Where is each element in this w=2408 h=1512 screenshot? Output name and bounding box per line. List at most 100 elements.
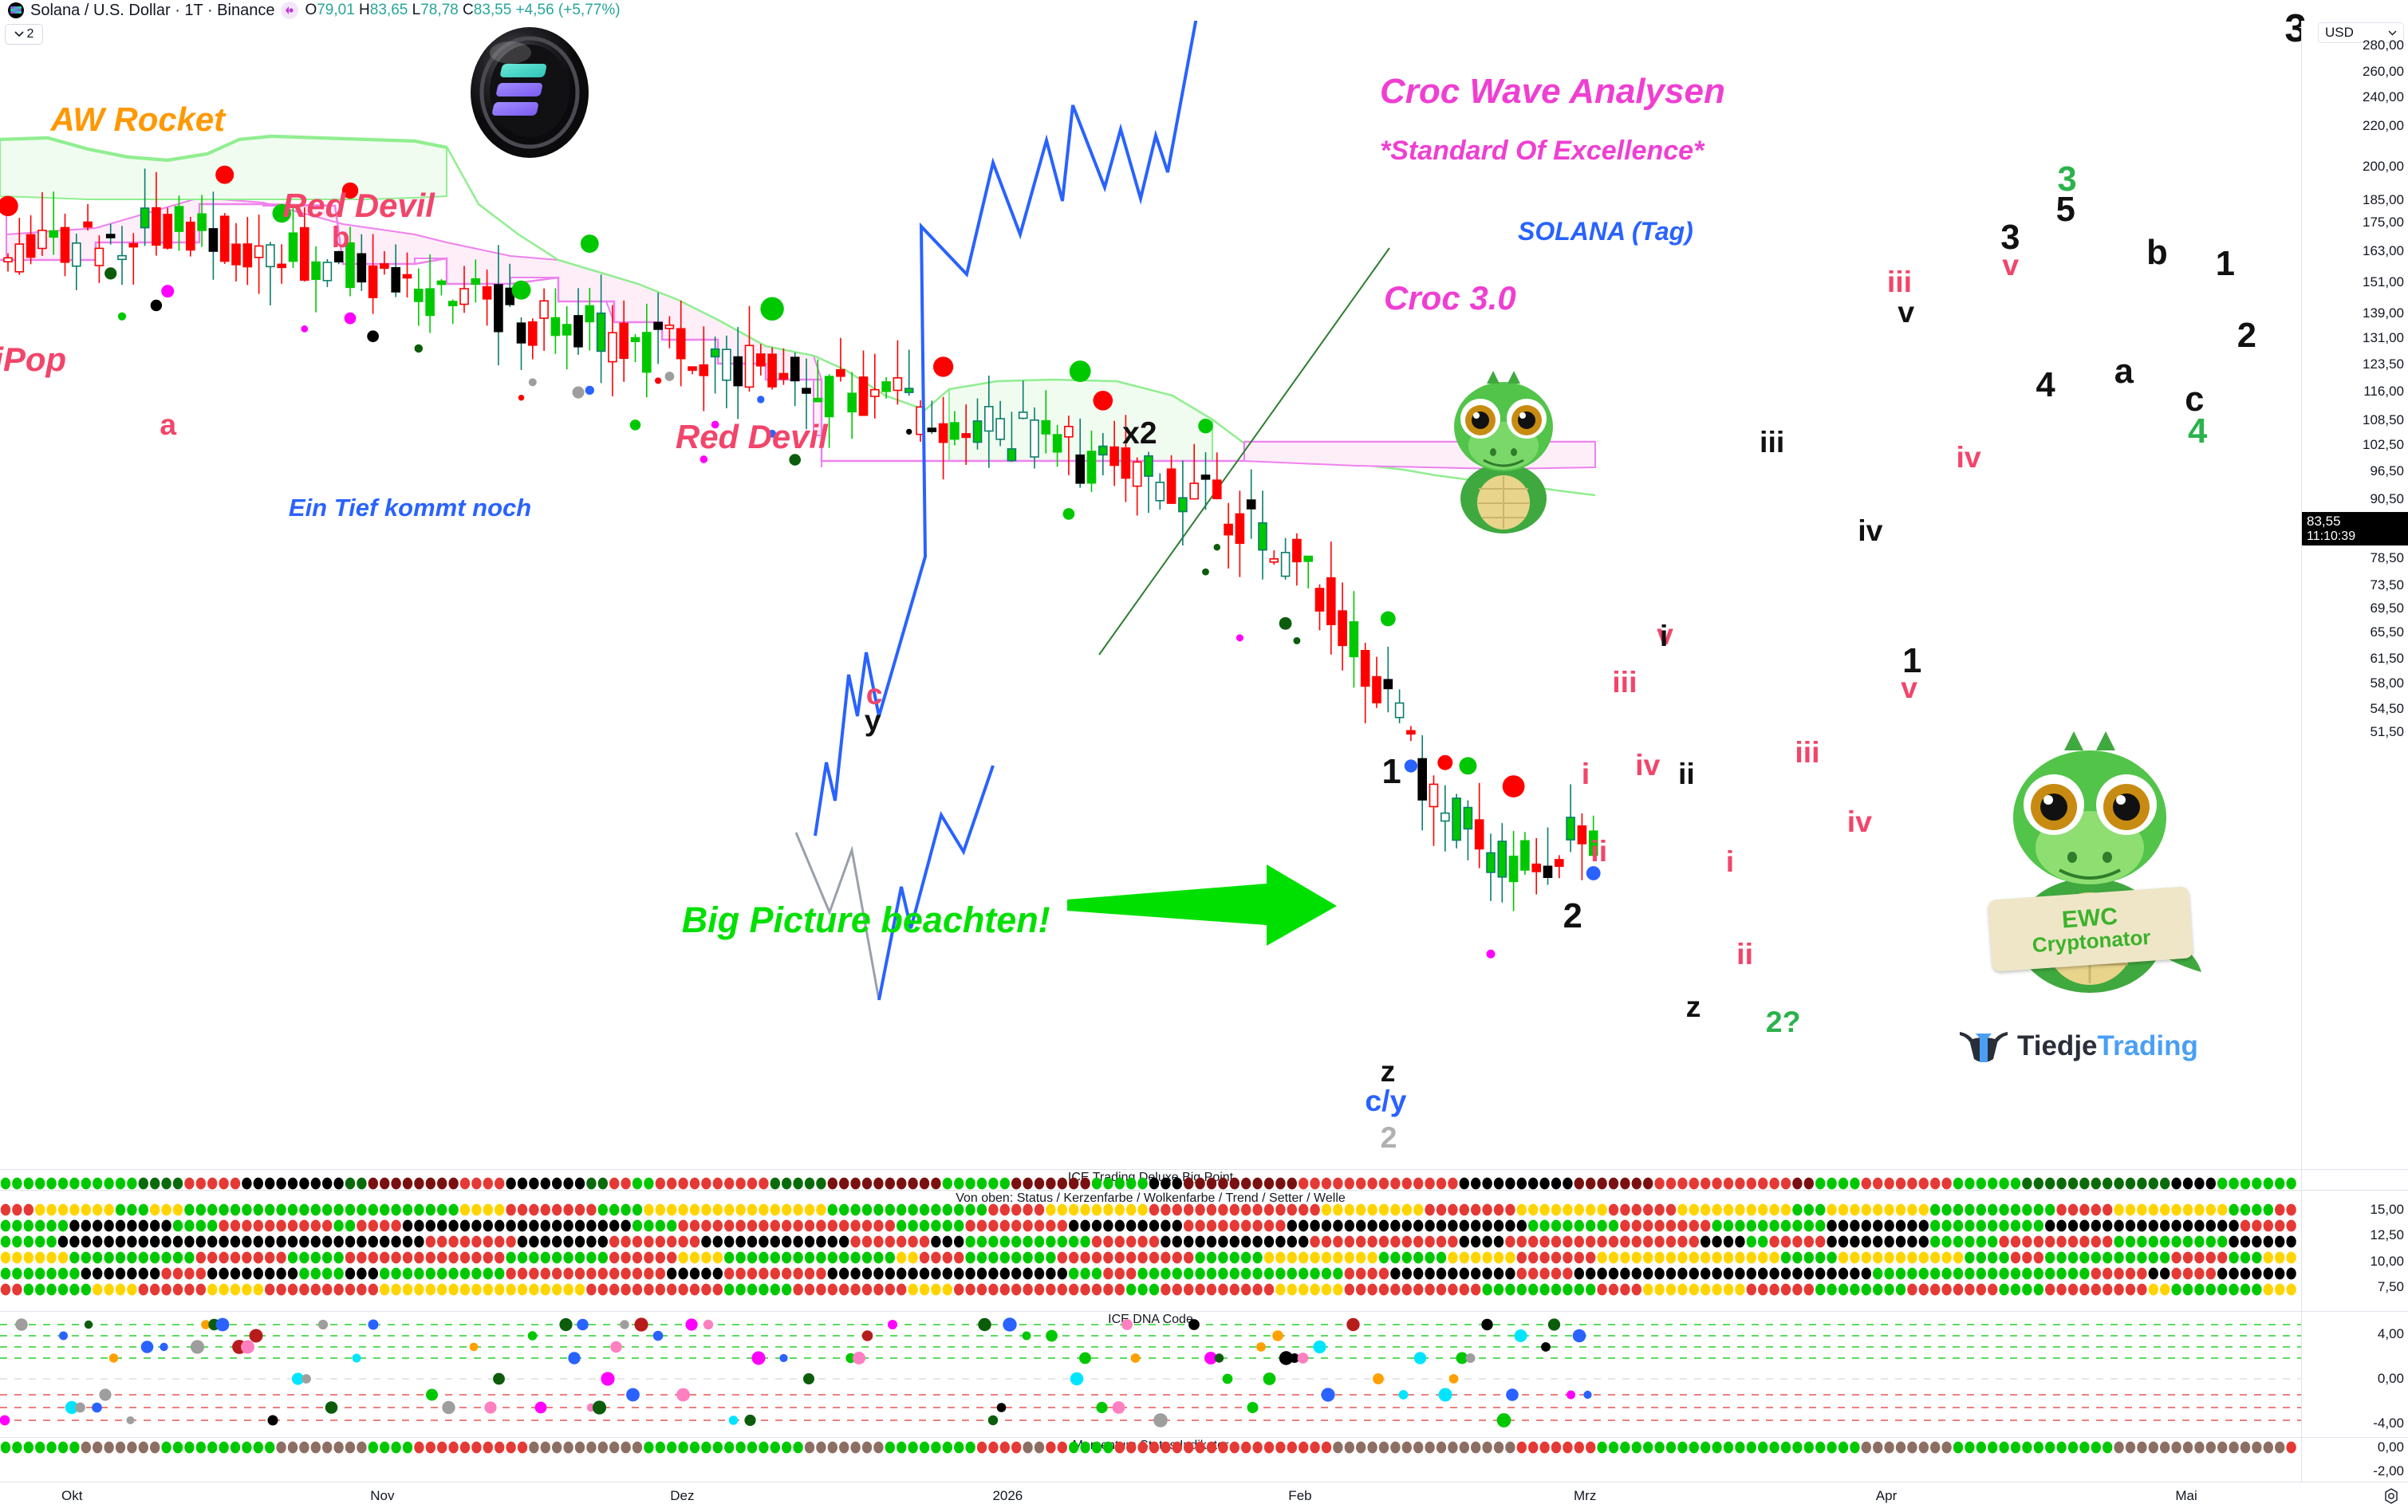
indicator-tick: -4,00	[2373, 1416, 2404, 1431]
wave-ii-red-a: ii	[1590, 833, 1608, 868]
timezone-gear-icon[interactable]	[2382, 1487, 2400, 1505]
price-tick: 175,00	[2363, 215, 2404, 230]
indicator-tick: 0,00	[2377, 1371, 2404, 1386]
price-tick: 116,00	[2363, 384, 2404, 399]
wave-z-proj: z	[1685, 989, 1701, 1023]
bull-head-icon	[1960, 1032, 2008, 1062]
price-tick: 78,50	[2370, 550, 2404, 565]
wave-iii-red-c: iii	[1886, 264, 1913, 298]
price-tick: 139,00	[2363, 305, 2404, 321]
price-tick: 108,50	[2363, 412, 2404, 427]
symbol-title[interactable]: Solana / U.S. Dollar · 1T · Binance	[30, 1, 275, 19]
indicator-tick: 12,50	[2370, 1227, 2404, 1242]
price-tick: 151,00	[2363, 274, 2404, 289]
price-tick: 69,50	[2370, 600, 2404, 616]
solana-coin-3d-icon	[466, 18, 593, 161]
close-label: C	[463, 2, 474, 18]
elliott-projection-main	[814, 21, 1198, 837]
legend-collapse-pill[interactable]: 2	[5, 24, 43, 45]
price-tick: 73,50	[2370, 577, 2404, 593]
time-axis[interactable]: Okt Nov Dez 2026 Feb Mrz Apr Mai	[0, 1482, 2408, 1512]
wave-i-black-a: i	[1659, 618, 1669, 652]
panel-von-oben-status[interactable]: Von oben: Status / Kerzenfarbe / Wolkenf…	[0, 1190, 2301, 1312]
main-title: Croc Wave Analysen	[1380, 72, 1725, 111]
wave-iii-black-c: iii	[1760, 424, 1785, 459]
low-label: L	[412, 2, 421, 18]
wave-4-green-d: 4	[2188, 412, 2208, 451]
panel-momentum-status-indikator[interactable]: Momentum Status Indikator	[0, 1437, 2301, 1482]
chevron-down-icon	[14, 31, 24, 37]
version-title: Croc 3.0	[1384, 279, 1516, 317]
low-value: 78,78	[420, 2, 459, 18]
wave-2-grey: 2	[1380, 1120, 1397, 1154]
price-tick: 240,00	[2363, 89, 2404, 104]
wave-5-black-d: 5	[2055, 191, 2075, 230]
price-axis[interactable]: USD 280,00 260,00 240,00 220,00 200,00 185,00…	[2301, 21, 2408, 1169]
price-tick: 260,00	[2363, 64, 2404, 79]
last-price-badge: 83,55 11:10:39	[2302, 512, 2408, 545]
annotation-layer: AW Rocket Red Devil liPop Ein Tief kommt no…	[0, 21, 2301, 1169]
wave-c-black-d: c	[2185, 380, 2205, 419]
wave-2q-green: 2?	[1765, 1005, 1801, 1039]
price-tick: 280,00	[2363, 37, 2404, 53]
currency-label: USD	[2325, 25, 2354, 40]
currency-selector[interactable]: USD	[2318, 22, 2404, 43]
panel-ice-trading-deluxe[interactable]: ICE Trading Deluxe Big Point	[0, 1169, 2301, 1191]
panel-axis-ice-trading-deluxe	[2301, 1169, 2408, 1191]
wave-iv-red-c: iv	[1956, 439, 1981, 474]
subtitle: *Standard Of Excellence*	[1380, 136, 1705, 166]
wave-4-black-d: 4	[2036, 366, 2055, 405]
panel-axis-momentum-status-indikator: 0,00 -2,00	[2301, 1437, 2408, 1482]
indicator-tick: 7,50	[2377, 1279, 2404, 1294]
close-value: 83,55	[473, 2, 512, 18]
brand-name-primary: Tiedje	[2017, 1030, 2098, 1061]
wave-x2: x2	[1122, 415, 1157, 451]
indicator-tick: 4,00	[2377, 1326, 2404, 1341]
alternative-path	[794, 832, 881, 1001]
wave-iv-red-b: iv	[1846, 805, 1873, 839]
chart-header: Solana / U.S. Dollar · 1T · Binance O79,…	[0, 0, 2408, 21]
wave-a-left: a	[160, 408, 177, 442]
chilipop-label: liPop	[0, 341, 67, 379]
wave-v-red-b: v	[1901, 671, 1917, 705]
wave-iv-red-a: iv	[1635, 747, 1661, 782]
price-tick: 96,50	[2370, 463, 2404, 478]
price-tick: 200,00	[2363, 159, 2404, 174]
price-tick: 102,50	[2363, 437, 2404, 452]
last-price-value: 83,55	[2307, 514, 2341, 530]
price-tick: 61,50	[2370, 651, 2404, 666]
indicator-tick: 0,00	[2377, 1439, 2404, 1455]
wave-iii-red-a: iii	[1612, 664, 1638, 699]
price-tick: 220,00	[2363, 118, 2404, 133]
wave-v-red-d: v	[2002, 247, 2020, 282]
chevron-down-icon	[2388, 30, 2397, 35]
solana-logo-icon	[8, 2, 24, 18]
price-tick: 123,50	[2363, 356, 2404, 372]
big-picture-label: Big Picture beachten!	[681, 900, 1050, 941]
last-price-time: 11:10:39	[2307, 529, 2356, 543]
panel-axis-ice-dna-code: 4,00 0,00 -4,00	[2301, 1311, 2408, 1438]
wave-c-mid: c	[865, 677, 883, 711]
change-value: +4,56 (+5,77%)	[515, 2, 621, 18]
open-value: 79,01	[317, 2, 355, 18]
wave-1-black-b: 1	[1902, 641, 1922, 680]
wave-i-red-b: i	[1725, 845, 1735, 879]
high-value: 83,65	[369, 2, 408, 18]
pill-count: 2	[26, 27, 34, 41]
brand-name-secondary: Trading	[2097, 1030, 2198, 1061]
open-label: O	[305, 2, 317, 18]
wave-1-black-d: 1	[2215, 244, 2235, 283]
wave-iv-black-c: iv	[1858, 514, 1883, 548]
wave-v-red-a: v	[1657, 616, 1673, 651]
instrument-title: SOLANA (Tag)	[1518, 217, 1693, 246]
price-tick: 90,50	[2370, 491, 2404, 506]
high-label: H	[359, 2, 370, 18]
wave-b-black-d: b	[2146, 234, 2168, 273]
indicator-tick: 10,00	[2370, 1254, 2404, 1269]
price-chart-canvas[interactable]	[0, 21, 2301, 1169]
time-tick: Mai	[2175, 1488, 2197, 1503]
panel-ice-dna-code[interactable]: ICE DNA Code	[0, 1311, 2301, 1438]
baby-crocodile-icon	[1428, 363, 1579, 538]
wave-ii-red-b: ii	[1736, 937, 1754, 971]
time-tick: Okt	[61, 1488, 83, 1503]
